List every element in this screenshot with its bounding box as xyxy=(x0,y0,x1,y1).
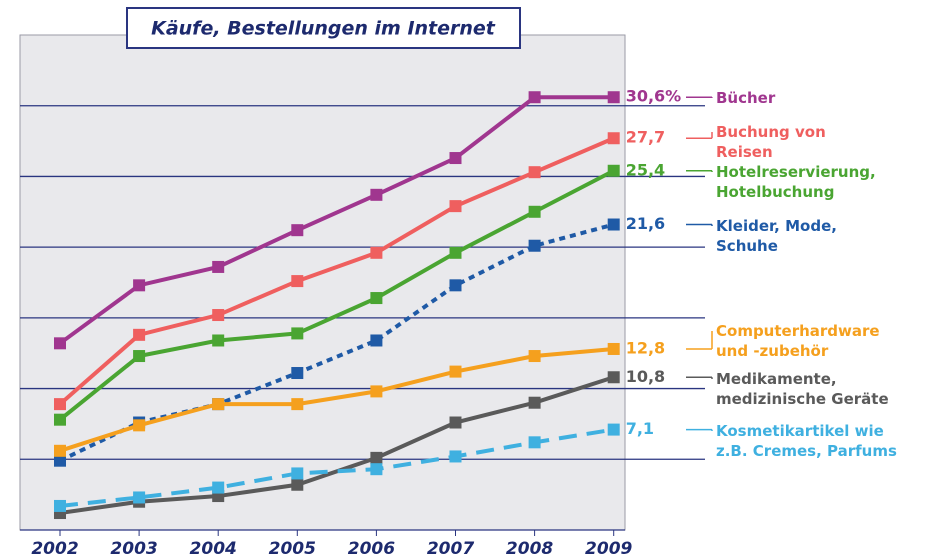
series-label: Hotelreservierung, Hotelbuchung xyxy=(716,163,876,201)
x-tick-label: 2002 xyxy=(31,539,78,559)
marker xyxy=(528,205,541,218)
series-line xyxy=(58,136,615,406)
x-tick-label: 2003 xyxy=(110,539,157,559)
series-label: Bücher xyxy=(716,89,776,107)
x-tick-label: 2007 xyxy=(427,539,474,559)
marker xyxy=(133,328,146,341)
marker xyxy=(54,337,66,350)
marker xyxy=(370,451,383,464)
marker xyxy=(291,367,304,380)
marker xyxy=(370,385,383,398)
marker xyxy=(449,279,462,292)
marker xyxy=(528,166,541,179)
marker xyxy=(528,350,541,363)
marker xyxy=(370,334,383,347)
x-tick-label: 2006 xyxy=(348,539,395,559)
marker xyxy=(212,309,225,322)
series-label: Kosmetikartikel wie z.B. Cremes, Parfums xyxy=(716,422,897,460)
marker xyxy=(449,200,462,213)
value-label: 21,6 xyxy=(626,214,665,233)
chart-title: Käufe, Bestellungen im Internet xyxy=(151,18,496,40)
value-label: 10,8 xyxy=(626,367,665,386)
marker xyxy=(212,481,225,494)
marker xyxy=(607,91,620,104)
marker xyxy=(291,224,304,237)
marker xyxy=(133,419,146,432)
x-tick-label: 2008 xyxy=(506,539,553,559)
value-label: 30,6% xyxy=(626,87,682,106)
marker xyxy=(528,91,541,104)
marker xyxy=(54,499,66,512)
x-tick-label: 2005 xyxy=(269,539,316,559)
marker xyxy=(528,396,541,409)
series-line xyxy=(58,95,614,345)
marker xyxy=(370,292,383,305)
marker xyxy=(54,444,66,457)
marker xyxy=(370,188,383,201)
marker xyxy=(291,275,304,288)
marker xyxy=(528,436,541,449)
marker xyxy=(54,398,66,411)
marker xyxy=(133,279,146,292)
marker xyxy=(607,423,620,436)
marker xyxy=(54,454,66,467)
marker xyxy=(291,478,304,491)
marker xyxy=(133,350,146,363)
x-tick-label: 2009 xyxy=(585,539,632,559)
marker xyxy=(212,260,225,273)
marker xyxy=(212,398,225,411)
marker xyxy=(449,450,462,463)
marker xyxy=(449,152,462,165)
marker xyxy=(528,239,541,252)
value-label: 12,8 xyxy=(626,338,665,357)
value-label: 27,7 xyxy=(626,128,665,147)
marker xyxy=(607,132,620,145)
marker xyxy=(212,334,225,347)
series-label: Kleider, Mode, Schuhe xyxy=(716,217,837,255)
marker xyxy=(607,164,620,177)
title-box xyxy=(126,7,521,49)
marker xyxy=(370,246,383,259)
series-line xyxy=(59,375,615,516)
series-label: Computerhardware und -zubehör xyxy=(716,322,880,360)
marker xyxy=(133,491,146,504)
marker xyxy=(449,416,462,429)
marker xyxy=(607,371,620,384)
marker xyxy=(291,467,304,480)
x-tick-label: 2004 xyxy=(190,539,237,559)
series-line xyxy=(58,168,615,422)
marker xyxy=(54,413,66,426)
series-label: Medikamente, medizinische Geräte xyxy=(716,370,889,408)
marker xyxy=(449,365,462,378)
series-line xyxy=(59,427,615,508)
marker xyxy=(449,246,462,259)
series-line xyxy=(59,346,614,453)
series-label: Buchung von Reisen xyxy=(716,123,826,161)
marker xyxy=(291,327,304,340)
value-label: 25,4 xyxy=(626,160,665,179)
marker xyxy=(291,398,304,411)
series-line xyxy=(59,222,615,463)
marker xyxy=(370,463,383,476)
marker xyxy=(607,342,620,355)
plot-area xyxy=(19,34,626,531)
marker xyxy=(607,218,620,231)
value-label: 7,1 xyxy=(626,419,654,438)
